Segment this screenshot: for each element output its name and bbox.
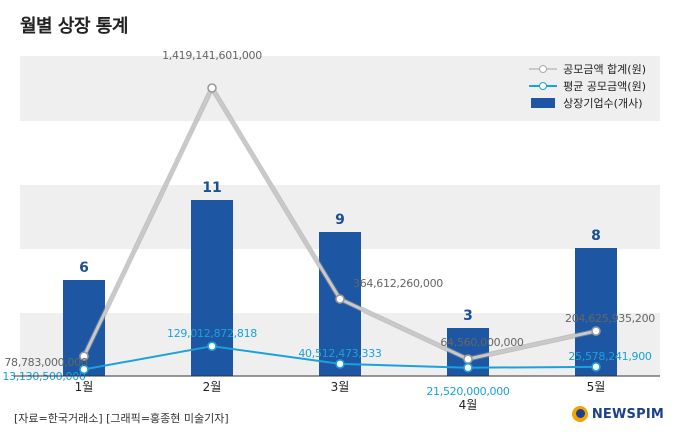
total-amount-label-3: 364,612,260,000 — [353, 277, 443, 290]
bar-value-label-2: 11 — [202, 180, 221, 196]
x-tick-label-2: 2월 — [203, 380, 222, 394]
newspim-logo-text: NEWSPIM — [591, 406, 664, 422]
point-average-1 — [79, 364, 89, 375]
legend: 공모금액 합계(원) 평균 공모금액(원) 상장기업수(개사) — [529, 60, 646, 111]
newspim-logo: NEWSPIM — [571, 406, 664, 422]
legend-item-total: 공모금액 합계(원) — [529, 60, 646, 77]
average-amount-label-3: 40,512,473,333 — [298, 347, 382, 360]
total-amount-label-4: 64,560,000,000 — [440, 336, 524, 349]
total-amount-label-5: 204,625,935,200 — [565, 312, 655, 325]
average-amount-label-5: 25,578,241,900 — [568, 350, 652, 363]
point-total-4 — [463, 354, 473, 364]
legend-label-average: 평균 공모금액(원) — [563, 79, 646, 93]
point-total-2 — [207, 83, 217, 93]
legend-label-total: 공모금액 합계(원) — [563, 62, 646, 76]
legend-item-average: 평균 공모금액(원) — [529, 77, 646, 94]
point-total-3 — [335, 294, 345, 304]
legend-label-count: 상장기업수(개사) — [563, 96, 643, 110]
point-average-5 — [591, 362, 601, 372]
legend-total-line-icon — [529, 63, 558, 75]
background-bands — [20, 56, 660, 376]
x-tick-label-3: 3월 — [331, 380, 350, 394]
bar-value-label-4: 3 — [463, 308, 473, 324]
x-tick-label-5: 5월 — [587, 380, 606, 394]
x-tick-label-1: 1월 — [75, 380, 94, 394]
point-average-3 — [335, 359, 345, 369]
legend-average-line-icon — [529, 80, 558, 92]
bar-value-label-3: 9 — [335, 212, 345, 228]
chart-title: 월별 상장 통계 — [20, 16, 128, 37]
line-series — [79, 83, 601, 375]
newspim-logo-icon — [571, 406, 588, 422]
point-total-1 — [79, 351, 89, 362]
background-band — [20, 56, 660, 121]
bar-5 — [575, 248, 617, 376]
total-amount-label-1: 78,783,000,000 — [4, 356, 88, 369]
bar-value-label-5: 8 — [591, 228, 601, 244]
point-total-5 — [591, 326, 601, 336]
source-credit: [자료=한국거래소] [그래픽=홍종현 미술기자] — [14, 412, 229, 425]
x-axis: 1월 2월 3월 4월 5월 — [14, 375, 660, 412]
legend-item-count: 상장기업수(개사) — [529, 94, 646, 111]
average-amount-label-4: 21,520,000,000 — [426, 385, 510, 398]
legend-bar-icon — [529, 97, 557, 109]
point-average-2 — [207, 341, 217, 351]
x-tick-label-4: 4월 — [459, 398, 478, 412]
point-average-4 — [463, 362, 473, 373]
average-amount-label-2: 129,012,872,818 — [167, 327, 257, 340]
bar-value-label-1: 6 — [79, 260, 89, 276]
total-amount-label-2: 1,419,141,601,000 — [162, 49, 262, 62]
